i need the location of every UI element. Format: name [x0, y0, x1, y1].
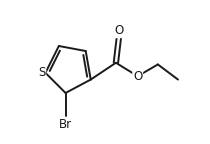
Text: S: S [38, 66, 45, 79]
Text: O: O [115, 24, 124, 37]
Text: Br: Br [59, 118, 72, 130]
Text: O: O [133, 70, 142, 83]
